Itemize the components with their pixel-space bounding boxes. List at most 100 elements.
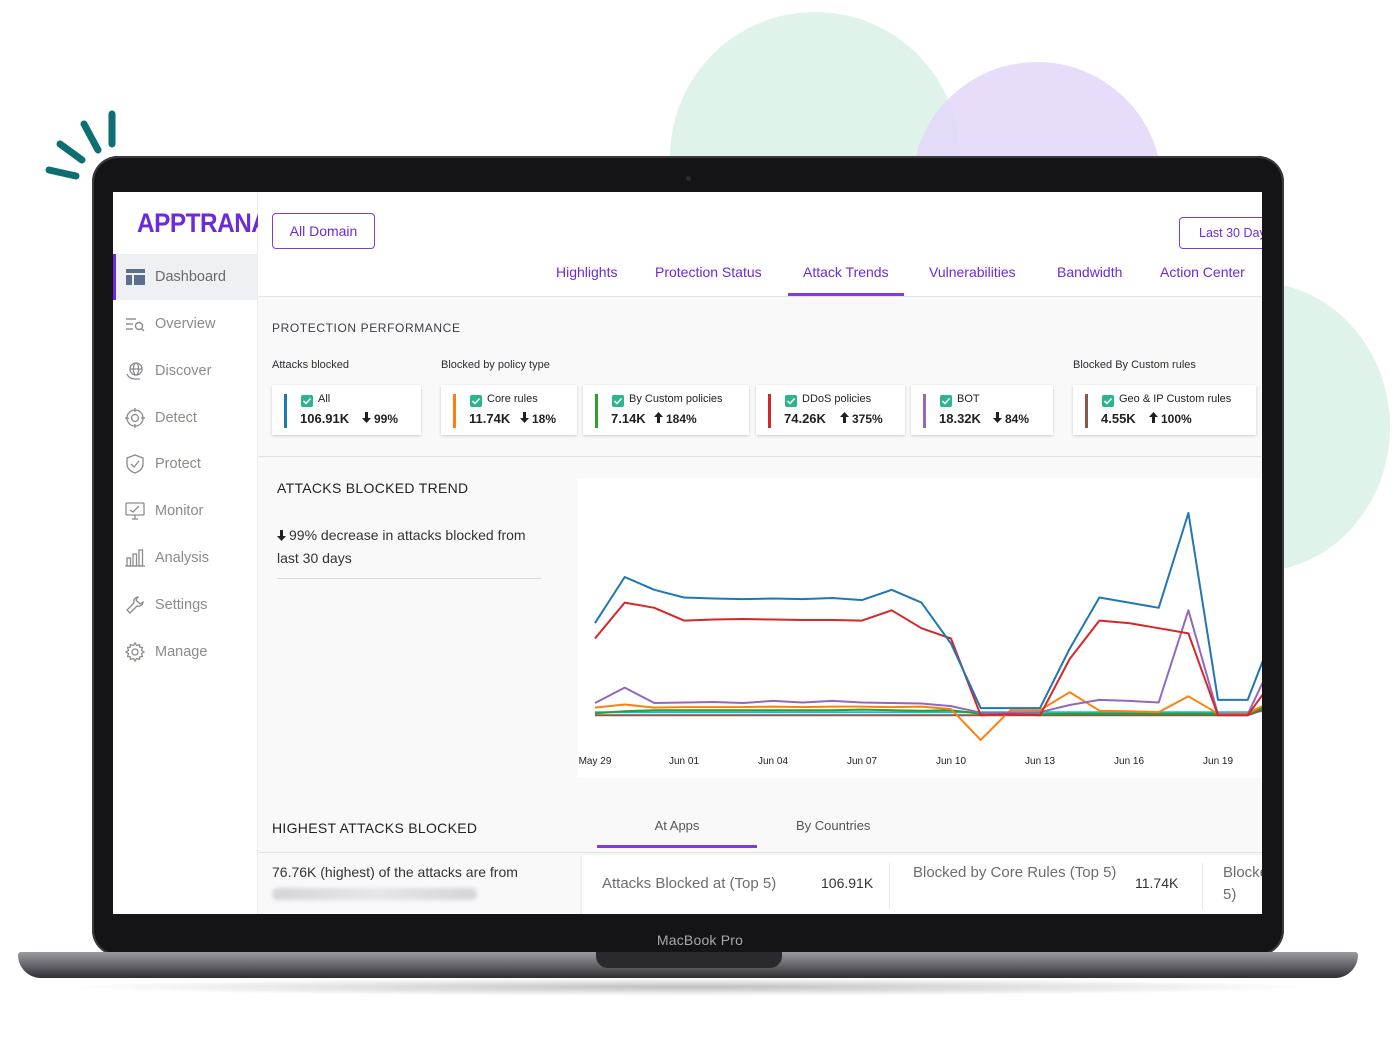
card-value: 4.55K [1101,411,1136,426]
target-icon [124,407,146,429]
card-change: 18% [532,412,557,426]
attacks-trend-note: 99% decrease in attacks blocked from las… [277,524,537,570]
card-change: 184% [666,412,697,426]
card-value: 18.32K [939,411,981,426]
card-value: 11.74K [469,411,511,426]
metric-card-ddos-policies[interactable]: DDoS policies 74.26K 375% [756,385,905,435]
series-line-geo-ip-custom-rules[interactable] [595,705,1262,717]
tab-highlights[interactable]: Highlights [556,264,618,280]
tab-action-center[interactable]: Action Center [1160,264,1245,280]
series-line-other[interactable] [595,710,1262,714]
main-panel: All Domain Last 30 Days Highlights Prote… [258,192,1262,914]
sidebar-item-discover[interactable]: Discover [113,348,257,394]
checkbox-checked-icon[interactable] [470,395,482,407]
checkbox-checked-icon[interactable] [612,395,624,407]
card-label: Geo & IP Custom rules [1119,393,1232,405]
tab-attack-trends[interactable]: Attack Trends [788,264,904,296]
sidebar-item-manage[interactable]: Manage [113,629,257,675]
sidebar-item-label: Overview [155,316,216,332]
policy-type-label: Blocked by policy type [441,359,550,371]
metric-label: Attacks Blocked at (Top 5) [602,875,777,892]
x-tick-label: May 29 [579,756,612,767]
card-label: BOT [957,393,980,405]
metric-card-all[interactable]: All 106.91K 99% [272,385,421,435]
series-color-bar [768,394,771,428]
shield-icon [124,453,146,475]
x-tick-label: Jun 01 [669,756,699,767]
checkbox-checked-icon[interactable] [301,395,313,407]
trend-rule [277,578,541,579]
checkbox-checked-icon[interactable] [940,395,952,407]
attacks-trend-title: ATTACKS BLOCKED TREND [277,480,469,496]
card-value: 74.26K [784,411,826,426]
app-screen: APPTRANA Dashboard Overview Discover Det… [113,192,1262,914]
sidebar-item-analysis[interactable]: Analysis [113,535,257,581]
card-change: 375% [852,412,883,426]
arrow-down-icon [520,412,529,426]
metric-card-geo-ip-rules[interactable]: Geo & IP Custom rules 4.55K 100% [1073,385,1256,435]
sidebar-item-dashboard[interactable]: Dashboard [113,254,260,300]
metric-label: Blocked by Custom Rules (Top 5) [1223,864,1262,903]
apptrana-logo[interactable]: APPTRANA [137,208,269,238]
attacks-trend-chart-panel: May 29 Jun 01 Jun 04 Jun 07 Jun 10 Jun 13 Jun … [577,478,1262,778]
checkbox-checked-icon[interactable] [1102,395,1114,407]
x-tick-label: Jun 13 [1025,756,1055,767]
metric-card-bot[interactable]: BOT 18.32K 84% [911,385,1053,435]
tab-protection-status[interactable]: Protection Status [655,264,762,280]
arrow-up-icon [840,412,849,426]
tab-by-countries[interactable]: By Countries [796,818,871,833]
highest-divider [258,852,1262,853]
x-tick-label: Jun 04 [758,756,788,767]
sidebar-item-protect[interactable]: Protect [113,441,257,487]
tab-at-apps[interactable]: At Apps [597,818,757,848]
series-color-bar [1085,394,1088,428]
dashboard-icon [124,266,146,288]
top5-metric-strip: Attacks Blocked at (Top 5) 106.91K Block… [582,855,1262,914]
metric-card-custom-policies[interactable]: By Custom policies 7.14K 184% [583,385,749,435]
series-line-bot[interactable] [594,609,1262,716]
sidebar-item-label: Discover [155,363,212,379]
sidebar-item-overview[interactable]: Overview [113,301,257,347]
card-label: DDoS policies [802,393,872,405]
tab-vulnerabilities[interactable]: Vulnerabilities [929,264,1016,280]
series-line-ddos-policies[interactable] [594,601,1262,717]
metric-label: Blocked by Core Rules (Top 5) [913,864,1117,881]
globe-icon [124,360,146,382]
arrow-down-icon [362,412,371,426]
attacks-trend-chart[interactable]: May 29 Jun 01 Jun 04 Jun 07 Jun 10 Jun 13 Jun … [577,478,1262,778]
bar-chart-icon [124,547,146,569]
card-change: 99% [374,412,399,426]
metric-separator [1202,863,1203,909]
sidebar-item-label: Monitor [155,503,204,519]
series-line-all[interactable] [594,512,1262,710]
sidebar-item-label: Protect [155,456,201,472]
all-domain-button[interactable]: All Domain [272,213,375,249]
redacted-domain [272,888,477,900]
card-change: 84% [1005,412,1030,426]
card-value: 7.14K [611,411,646,426]
tab-bandwidth[interactable]: Bandwidth [1057,264,1123,280]
overview-icon [124,313,146,335]
section-divider [258,456,1262,457]
sidebar-item-detect[interactable]: Detect [113,395,257,441]
camera [686,176,691,181]
card-change: 100% [1161,412,1192,426]
attacks-blocked-label: Attacks blocked [272,359,350,371]
series-line-by-custom-policies[interactable] [594,703,1262,716]
sidebar-item-label: Analysis [155,550,209,566]
checkbox-checked-icon[interactable] [785,395,797,407]
metric-separator [889,863,890,909]
x-tick-label: Jun 16 [1114,756,1144,767]
gear-icon [124,641,146,663]
metric-card-core-rules[interactable]: Core rules 11.74K 18% [441,385,577,435]
trend-note-text: 99% decrease in attacks blocked from las… [277,527,526,566]
arrow-up-icon [654,412,663,426]
series-line-core-rules[interactable] [594,691,1262,741]
sidebar-item-monitor[interactable]: Monitor [113,488,257,534]
metric-value: 11.74K [1135,875,1179,891]
highest-attacks-title: HIGHEST ATTACKS BLOCKED [272,820,478,836]
series-color-bar [923,394,926,428]
sidebar-item-settings[interactable]: Settings [113,582,257,628]
x-tick-label: Jun 10 [936,756,966,767]
date-range-button[interactable]: Last 30 Days [1179,217,1262,249]
